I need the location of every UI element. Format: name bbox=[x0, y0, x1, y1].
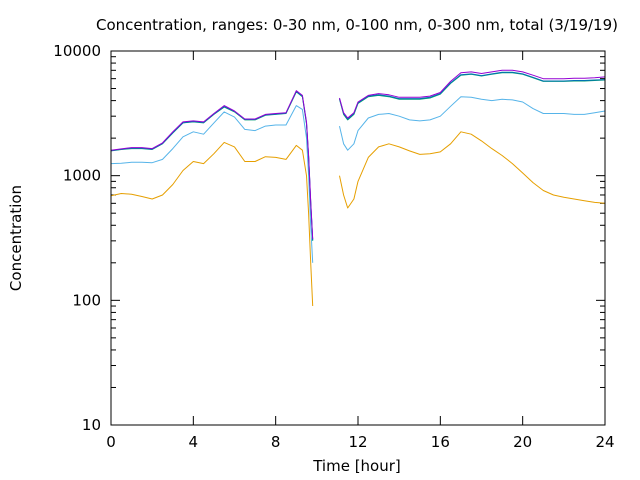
series-line-5 bbox=[110, 69, 606, 240]
x-tick-label: 8 bbox=[271, 433, 281, 451]
x-tick-label: 24 bbox=[595, 433, 614, 451]
x-tick-label: 16 bbox=[431, 433, 450, 451]
series-line-4 bbox=[110, 71, 606, 241]
series-line-1 bbox=[110, 131, 606, 307]
axes: 0 4 8 12 16 20 24 10 100 1000 10000 bbox=[53, 42, 614, 451]
x-tick-label: 12 bbox=[348, 433, 367, 451]
series-line-2 bbox=[110, 96, 606, 263]
x-tick-label: 20 bbox=[513, 433, 532, 451]
series-line-3 bbox=[110, 72, 606, 241]
chart-title: Concentration, ranges: 0-30 nm, 0-100 nm… bbox=[96, 16, 618, 34]
y-tick-label: 10000 bbox=[53, 42, 101, 60]
y-tick-label: 10 bbox=[82, 416, 101, 434]
plot-frame bbox=[110, 50, 606, 426]
y-tick-label: 100 bbox=[72, 291, 101, 309]
x-tick-label: 0 bbox=[106, 433, 116, 451]
y-tick-label: 1000 bbox=[63, 167, 101, 185]
series-group bbox=[110, 69, 606, 307]
x-axis-label: Time [hour] bbox=[312, 457, 401, 475]
x-tick-label: 4 bbox=[189, 433, 199, 451]
y-axis-label: Concentration bbox=[7, 185, 25, 291]
